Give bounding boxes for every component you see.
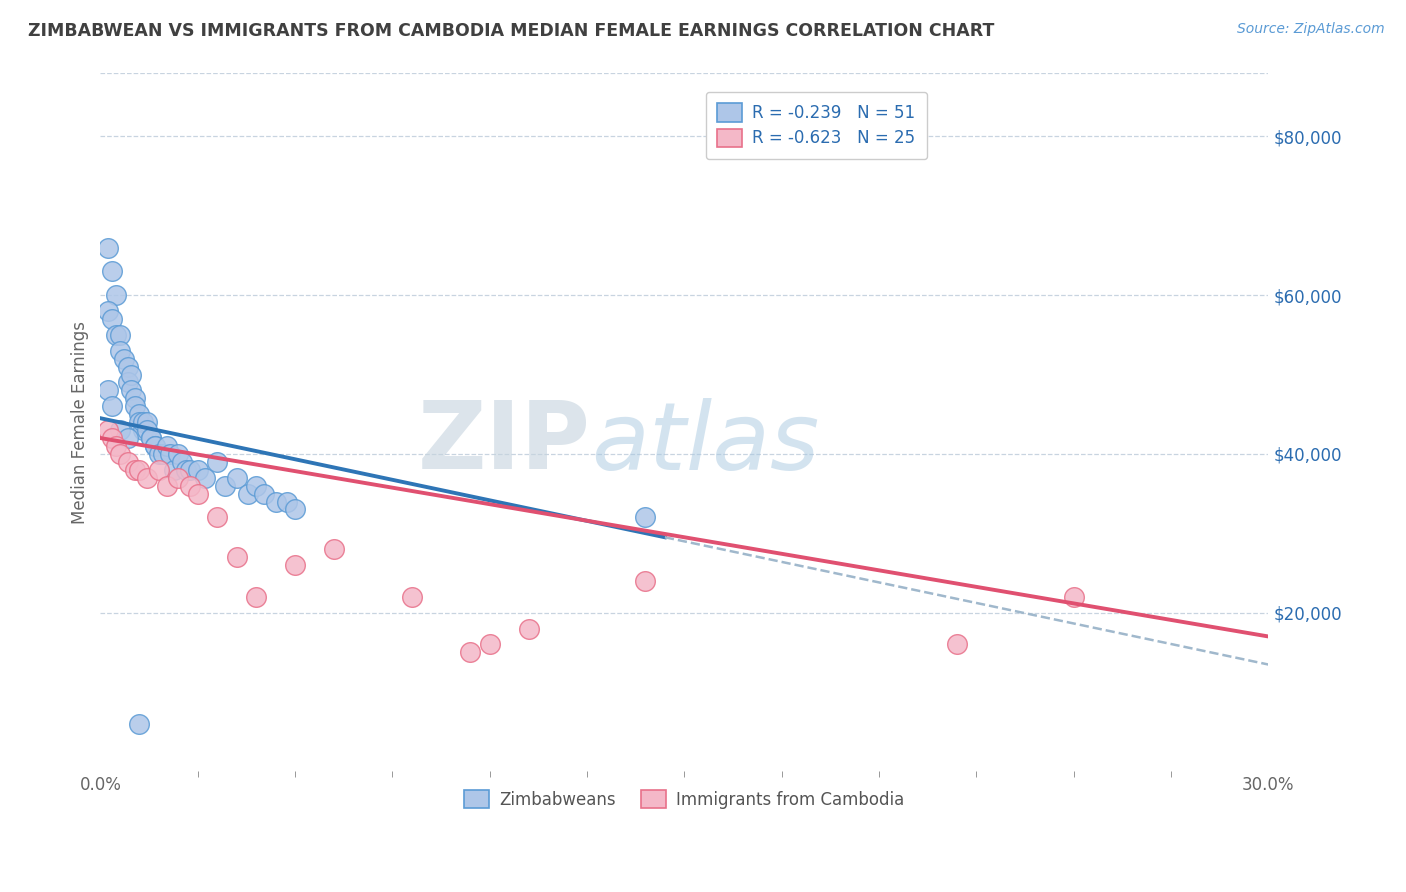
Point (104, 439, 127, 453)
Point (136, 471, 159, 485)
Point (101, 312, 124, 326)
Point (117, 431, 139, 445)
Point (143, 439, 166, 453)
Point (128, 463, 150, 477)
Point (634, 574, 657, 588)
Point (205, 510, 228, 524)
Point (132, 415, 155, 429)
Text: ZIP: ZIP (418, 397, 591, 489)
Point (238, 486, 260, 500)
Point (121, 384, 143, 398)
Point (245, 478, 267, 492)
Point (124, 400, 146, 414)
Point (478, 637, 501, 651)
Point (401, 590, 423, 604)
Point (108, 423, 131, 437)
Point (253, 486, 276, 500)
Point (172, 455, 194, 469)
Point (124, 463, 146, 477)
Point (284, 558, 307, 572)
Point (97, 423, 120, 437)
Point (139, 431, 162, 445)
Point (159, 447, 181, 461)
Point (148, 463, 170, 477)
Legend: Zimbabweans, Immigrants from Cambodia: Zimbabweans, Immigrants from Cambodia (458, 783, 911, 815)
Point (634, 510, 657, 524)
Point (225, 550, 247, 565)
Point (97, 384, 120, 398)
Point (517, 622, 540, 636)
Point (143, 439, 166, 453)
Point (101, 264, 124, 278)
Point (264, 494, 287, 508)
Point (187, 463, 209, 477)
Point (117, 376, 139, 390)
Point (148, 447, 170, 461)
Point (128, 407, 150, 421)
Point (128, 415, 150, 429)
Point (121, 368, 143, 382)
Point (117, 455, 139, 469)
Point (152, 447, 174, 461)
Point (155, 478, 177, 492)
Point (108, 327, 131, 342)
Point (225, 471, 247, 485)
Point (205, 455, 228, 469)
Point (108, 447, 131, 461)
Point (276, 494, 298, 508)
Point (167, 471, 190, 485)
Point (163, 463, 186, 477)
Point (108, 343, 131, 358)
Point (167, 447, 190, 461)
Point (112, 351, 135, 366)
Text: atlas: atlas (591, 398, 820, 489)
Point (139, 431, 162, 445)
Point (101, 431, 124, 445)
Text: Source: ZipAtlas.com: Source: ZipAtlas.com (1237, 22, 1385, 37)
Y-axis label: Median Female Earnings: Median Female Earnings (72, 321, 89, 524)
Point (104, 327, 127, 342)
Point (104, 288, 127, 302)
Point (155, 439, 177, 453)
Point (124, 392, 146, 406)
Text: ZIMBABWEAN VS IMMIGRANTS FROM CAMBODIA MEDIAN FEMALE EARNINGS CORRELATION CHART: ZIMBABWEAN VS IMMIGRANTS FROM CAMBODIA M… (28, 22, 994, 40)
Point (136, 415, 159, 429)
Point (194, 471, 217, 485)
Point (946, 637, 969, 651)
Point (132, 423, 155, 437)
Point (136, 423, 159, 437)
Point (214, 478, 236, 492)
Point (1063, 590, 1085, 604)
Point (101, 400, 124, 414)
Point (458, 645, 481, 659)
Point (245, 590, 267, 604)
Point (284, 502, 307, 516)
Point (97, 241, 120, 255)
Point (179, 478, 201, 492)
Point (323, 542, 346, 557)
Point (179, 463, 201, 477)
Point (174, 463, 197, 477)
Point (187, 486, 209, 500)
Point (97, 304, 120, 318)
Point (117, 359, 139, 374)
Point (128, 716, 150, 731)
